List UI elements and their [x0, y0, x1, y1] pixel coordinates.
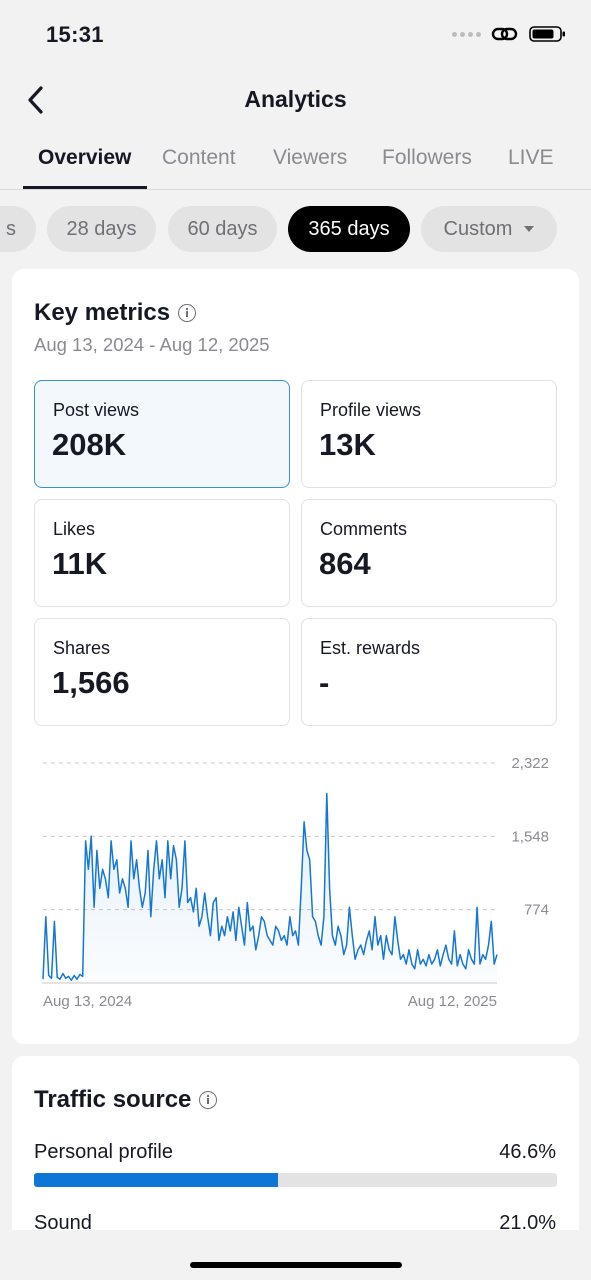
traffic-bar-personal-profile	[34, 1173, 557, 1187]
metric-shares[interactable]: Shares 1,566	[34, 618, 290, 726]
back-button[interactable]	[18, 82, 54, 118]
metric-value: 208K	[52, 427, 127, 462]
metric-comments[interactable]: Comments 864	[301, 499, 557, 607]
metric-profile-views[interactable]: Profile views 13K	[301, 380, 557, 488]
chart-x-end-label: Aug 12, 2025	[408, 993, 497, 1009]
chart-y-tick-label: 1,548	[511, 828, 549, 845]
chip-label: 28 days	[66, 217, 137, 240]
status-icons	[452, 24, 567, 44]
metric-label: Profile views	[320, 400, 422, 420]
chip-label: s	[6, 217, 16, 240]
chip-label: 60 days	[187, 217, 258, 240]
key-metrics-title: Key metrics	[34, 299, 171, 326]
traffic-label-sound: Sound	[34, 1212, 92, 1234]
nav-bar: Analytics	[0, 70, 591, 130]
chip-custom[interactable]: Custom	[421, 206, 557, 252]
metric-value: 13K	[319, 427, 376, 462]
chip-label: 365 days	[308, 217, 390, 240]
metric-value: 11K	[52, 546, 108, 581]
tab-viewers[interactable]: Viewers	[273, 146, 348, 169]
metric-post-views[interactable]: Post views 208K	[34, 380, 290, 488]
status-time: 15:31	[46, 22, 104, 47]
traffic-value-personal-profile: 46.6%	[499, 1141, 556, 1163]
metric-label: Est. rewards	[320, 638, 421, 658]
link-icon	[491, 27, 518, 41]
home-indicator[interactable]	[190, 1262, 402, 1268]
page-title: Analytics	[244, 86, 347, 112]
cellular-signal-icon	[452, 31, 481, 37]
chart-x-start-label: Aug 13, 2024	[43, 993, 132, 1009]
traffic-bar-fill	[34, 1173, 278, 1187]
info-icon[interactable]	[178, 304, 197, 322]
metric-value: 1,566	[52, 665, 130, 700]
metric-label: Likes	[53, 519, 96, 539]
tab-content[interactable]: Content	[162, 146, 236, 169]
chart-y-tick-label: 774	[524, 902, 549, 919]
traffic-source-card: Traffic source Personal profile 46.6% So…	[12, 1056, 579, 1256]
chart-y-tick-label: 2,322	[511, 755, 549, 772]
info-icon[interactable]	[199, 1091, 218, 1109]
metric-label: Shares	[53, 638, 111, 658]
post-views-chart[interactable]: 2,322 1,548 774 Aug 13, 2024 Aug 12, 2025	[12, 749, 579, 1009]
chip-60-days[interactable]: 60 days	[168, 206, 277, 252]
metric-likes[interactable]: Likes 11K	[34, 499, 290, 607]
caret-down-icon	[524, 226, 535, 232]
analytics-tabs: Overview Content Viewers Followers LIVE	[0, 130, 591, 190]
metric-label: Post views	[53, 400, 140, 420]
metric-value: 864	[319, 546, 371, 581]
chip-label: Custom	[443, 217, 513, 240]
key-metrics-card: Key metrics Aug 13, 2024 - Aug 12, 2025 …	[12, 269, 579, 1044]
chart-series-line	[42, 792, 498, 981]
chip-7-days[interactable]: s	[0, 206, 36, 252]
tab-live[interactable]: LIVE	[508, 146, 554, 169]
metric-label: Comments	[320, 519, 408, 539]
key-metrics-heading: Key metrics	[34, 299, 197, 327]
battery-icon	[529, 26, 565, 42]
traffic-source-heading: Traffic source	[34, 1086, 218, 1114]
bottom-safe-area	[0, 1230, 591, 1280]
chevron-left-icon	[28, 86, 43, 114]
chip-365-days[interactable]: 365 days	[288, 206, 410, 252]
traffic-label-personal-profile: Personal profile	[34, 1141, 173, 1163]
metric-value: -	[319, 665, 330, 700]
date-range-label: Aug 13, 2024 - Aug 12, 2025	[34, 334, 270, 355]
status-bar: 15:31	[0, 0, 591, 70]
metric-est-rewards[interactable]: Est. rewards -	[301, 618, 557, 726]
date-range-chips: s 28 days 60 days 365 days Custom	[0, 206, 591, 252]
active-tab-indicator	[23, 186, 147, 189]
chip-28-days[interactable]: 28 days	[47, 206, 156, 252]
traffic-value-sound: 21.0%	[499, 1212, 556, 1234]
chart-area	[43, 793, 497, 983]
tab-overview[interactable]: Overview	[38, 146, 132, 169]
traffic-source-title: Traffic source	[34, 1086, 192, 1113]
tab-followers[interactable]: Followers	[382, 146, 472, 169]
